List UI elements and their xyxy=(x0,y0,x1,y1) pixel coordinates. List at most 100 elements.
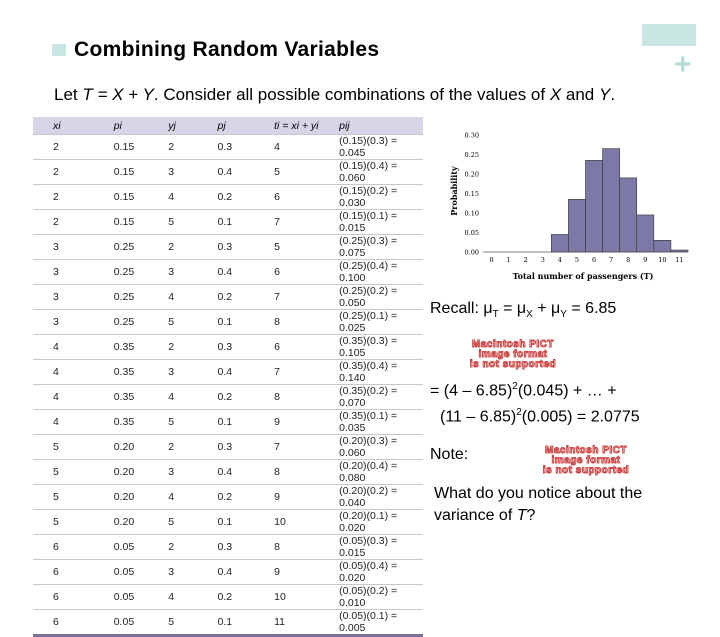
y-tick-label: 0.10 xyxy=(465,210,479,218)
x-tick-label: 10 xyxy=(658,256,666,264)
table-row: 2 0.15 4 0.2 6 (0.15)(0.2) = 0.030 xyxy=(33,184,423,210)
cell-pij: (0.35)(0.2) = 0.070 xyxy=(339,384,423,410)
cell-ti: 5 xyxy=(274,234,340,260)
histogram-bar xyxy=(636,214,655,253)
x-tick-label: 6 xyxy=(592,256,596,264)
x-tick-label: 9 xyxy=(643,256,647,264)
cell-xi: 2 xyxy=(33,159,114,185)
cell-xi: 3 xyxy=(33,234,114,260)
table-row: 5 0.20 3 0.4 8 (0.20)(0.4) = 0.080 xyxy=(33,459,423,485)
pict-line2: image format xyxy=(478,349,548,360)
cell-pij: (0.25)(0.4) = 0.100 xyxy=(339,259,423,285)
y-tick-label: 0.05 xyxy=(465,229,479,237)
cell-pi: 0.05 xyxy=(113,534,169,560)
cell-pj: 0.2 xyxy=(217,184,275,210)
question-line2: variance of T? xyxy=(434,505,642,527)
cell-ti: 8 xyxy=(274,534,340,560)
y-tick-label: 0.15 xyxy=(465,190,479,198)
cell-xi: 5 xyxy=(33,459,114,485)
cell-pj: 0.4 xyxy=(217,559,275,585)
cell-yj: 2 xyxy=(168,134,218,160)
cell-pi: 0.35 xyxy=(113,334,169,360)
table-row: 6 0.05 4 0.2 10 (0.05)(0.2) = 0.010 xyxy=(33,584,423,610)
y-tick-label: 0.30 xyxy=(465,132,479,140)
cell-pi: 0.05 xyxy=(113,609,169,637)
cell-pj: 0.4 xyxy=(217,159,275,185)
cell-xi: 2 xyxy=(33,134,114,160)
cell-pi: 0.20 xyxy=(113,459,169,485)
y-tick-label: 0.00 xyxy=(465,249,479,257)
table-row: 6 0.05 2 0.3 8 (0.05)(0.3) = 0.015 xyxy=(33,534,423,560)
cell-pi: 0.20 xyxy=(113,484,169,510)
cell-xi: 4 xyxy=(33,334,114,360)
cell-ti: 8 xyxy=(274,459,340,485)
cell-yj: 3 xyxy=(168,459,218,485)
cell-pj: 0.1 xyxy=(217,209,275,235)
cell-xi: 6 xyxy=(33,534,114,560)
cell-pj: 0.1 xyxy=(217,509,275,535)
header-pj: pj xyxy=(217,117,275,135)
cell-pj: 0.3 xyxy=(217,134,275,160)
subtitle-equation: T = X + Y xyxy=(82,85,154,104)
table-row: 2 0.15 2 0.3 4 (0.15)(0.3) = 0.045 xyxy=(33,134,423,160)
cell-pij: (0.15)(0.2) = 0.030 xyxy=(339,184,423,210)
variance-line2-pre: (11 – 6.85) xyxy=(440,408,517,426)
subtitle-mid: . Consider all possible combinations of … xyxy=(153,85,550,104)
cell-pj: 0.1 xyxy=(217,309,275,335)
cell-yj: 5 xyxy=(168,209,218,235)
header-yj: yj xyxy=(168,117,218,135)
x-tick-label: 2 xyxy=(524,256,528,264)
cell-pj: 0.4 xyxy=(217,259,275,285)
cell-pi: 0.15 xyxy=(113,134,169,160)
cell-yj: 3 xyxy=(168,259,218,285)
variance-line1: = (4 – 6.85)2(0.045) + … + xyxy=(430,376,640,402)
cell-xi: 5 xyxy=(33,434,114,460)
recall-value: = 6.85 xyxy=(566,300,617,317)
histogram-bar xyxy=(585,160,603,253)
table-row: 6 0.05 5 0.1 11 (0.05)(0.1) = 0.005 xyxy=(33,609,423,637)
cell-yj: 5 xyxy=(168,509,218,535)
pict2-line2: image format xyxy=(551,455,621,466)
table-row: 5 0.20 2 0.3 7 (0.20)(0.3) = 0.060 xyxy=(33,434,423,460)
cell-ti: 11 xyxy=(274,609,340,637)
header-pij: pij xyxy=(339,117,423,135)
table-row: 6 0.05 3 0.4 9 (0.05)(0.4) = 0.020 xyxy=(33,559,423,585)
cell-yj: 2 xyxy=(168,534,218,560)
cell-yj: 2 xyxy=(168,434,218,460)
x-tick-label: 0 xyxy=(489,256,493,264)
subtitle-end: . xyxy=(610,85,616,104)
slide-subtitle: Let T = X + Y. Consider all possible com… xyxy=(54,85,615,105)
cell-pi: 0.05 xyxy=(113,559,169,585)
cell-pij: (0.05)(0.3) = 0.015 xyxy=(339,534,423,560)
table-row: 4 0.35 5 0.1 9 (0.35)(0.1) = 0.035 xyxy=(33,409,423,435)
slide-title: Combining Random Variables xyxy=(74,38,380,61)
cell-xi: 3 xyxy=(33,309,114,335)
x-tick-label: 4 xyxy=(558,256,562,264)
cell-yj: 4 xyxy=(168,184,218,210)
cell-yj: 5 xyxy=(168,409,218,435)
cell-xi: 3 xyxy=(33,259,114,285)
chart-x-label: Total number of passengers (T) xyxy=(513,271,654,281)
histogram-bar xyxy=(551,234,569,253)
cell-pij: (0.15)(0.3) = 0.045 xyxy=(339,134,423,160)
cell-pi: 0.25 xyxy=(113,284,169,310)
cell-ti: 10 xyxy=(274,509,340,535)
cell-pj: 0.2 xyxy=(217,384,275,410)
x-tick-label: 5 xyxy=(575,256,579,264)
cell-pj: 0.4 xyxy=(217,459,275,485)
cell-pj: 0.3 xyxy=(217,234,275,260)
pict-placeholder-image-2: Macintosh PICT image format is not suppo… xyxy=(486,445,686,476)
question-line2-pre: variance of xyxy=(434,507,517,524)
cell-xi: 2 xyxy=(33,209,114,235)
y-tick-label: 0.20 xyxy=(465,171,479,179)
cell-pij: (0.20)(0.1) = 0.020 xyxy=(339,509,423,535)
cell-xi: 4 xyxy=(33,384,114,410)
histogram-bar xyxy=(619,177,638,253)
cell-pij: (0.20)(0.2) = 0.040 xyxy=(339,484,423,510)
recall-mid1: = μ xyxy=(498,300,527,317)
variance-line1-pre: = (4 – 6.85) xyxy=(430,382,513,400)
cell-pj: 0.4 xyxy=(217,359,275,385)
subtitle-pre: Let xyxy=(54,85,83,104)
combinations-table: xi pi yj pj ti = xi + yi pij 2 0.15 2 0.3 4(… xyxy=(33,117,423,637)
cell-pi: 0.15 xyxy=(113,159,169,185)
